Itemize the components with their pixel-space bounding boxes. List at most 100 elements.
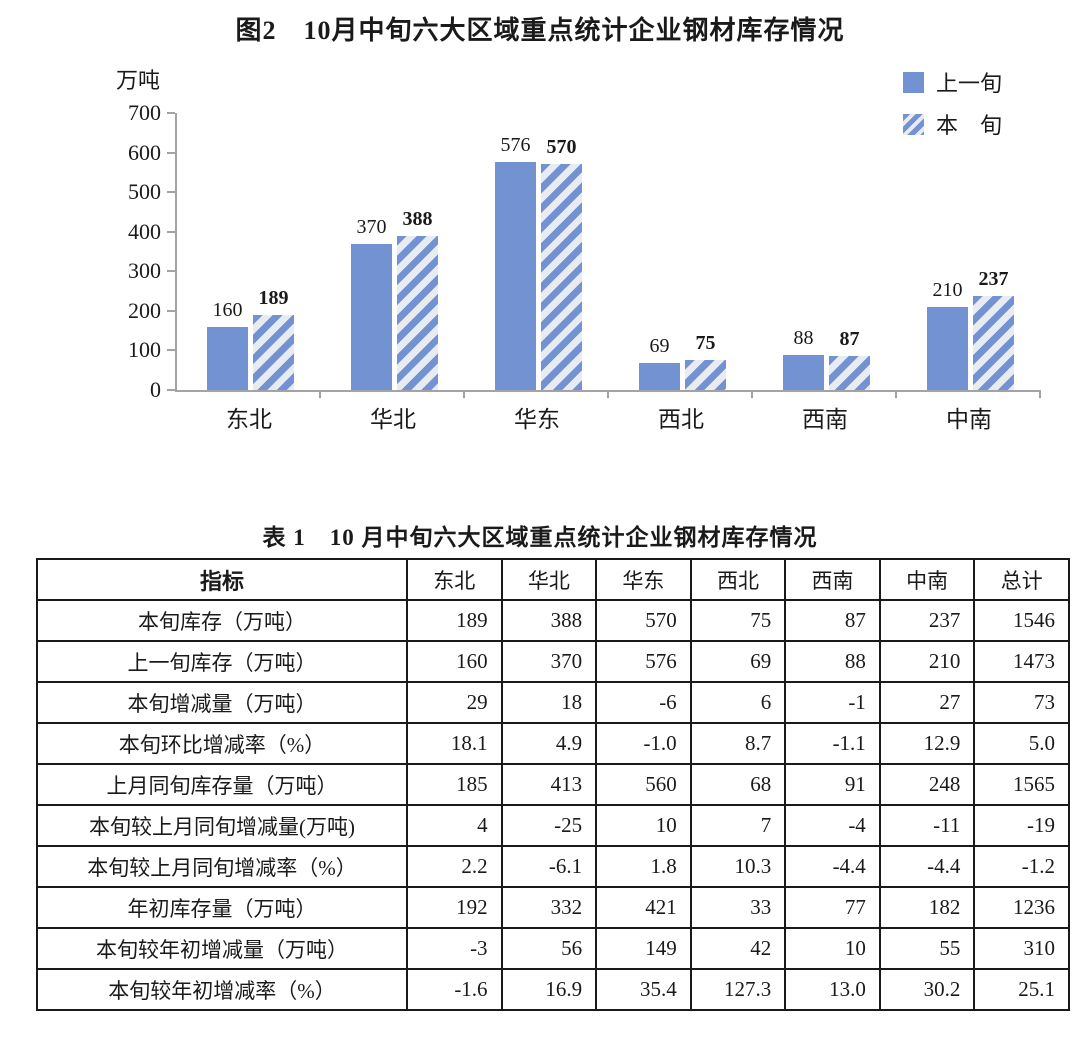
table-row: 本旬较上月同旬增减率（%） 2.2 -6.1 1.8 10.3 -4.4 -4.4 -1.2	[36, 845, 1070, 888]
value-cell: 91	[784, 763, 881, 806]
bar-solid-中南	[927, 307, 968, 390]
value-cell: 7	[689, 804, 787, 847]
bar-hatched-东北	[253, 315, 294, 390]
value-cell: -1.6	[406, 968, 503, 1011]
value-cell: 1546	[973, 599, 1070, 642]
value-cell: -1.2	[973, 845, 1070, 888]
bar-value-label: 576	[500, 134, 531, 156]
value-cell: 77	[784, 886, 881, 929]
value-cell: 56	[500, 927, 598, 970]
bar-value-label: 75	[695, 332, 716, 354]
value-cell: 185	[406, 763, 503, 806]
value-cell: 576	[595, 640, 692, 683]
table-body: 本旬库存（万吨） 189 388 570 75 87 237 1546 上一旬库存（万吨） 160…	[36, 599, 1070, 1011]
value-cell: 237	[878, 599, 976, 642]
value-cell: 10	[595, 804, 692, 847]
y-tick-mark	[167, 112, 175, 114]
value-cell: 421	[595, 886, 692, 929]
column-header-华东: 华东	[595, 558, 692, 601]
column-header-指标: 指标	[36, 558, 408, 601]
legend-swatch-hatched	[903, 113, 924, 135]
value-cell: 189	[406, 599, 503, 642]
bar-group-西南: 88 87 西南	[753, 113, 897, 432]
value-cell: -3	[406, 927, 503, 970]
bar-value-label: 237	[978, 268, 1009, 290]
column-header-总计: 总计	[973, 558, 1070, 601]
table-row: 本旬较年初增减率（%） -1.6 16.9 35.4 127.3 13.0 30.2 25.1	[36, 968, 1070, 1011]
value-cell: 1565	[973, 763, 1070, 806]
value-cell: 182	[878, 886, 976, 929]
table-row: 本旬增减量（万吨） 29 18 -6 6 -1 27 73	[36, 681, 1070, 724]
row-label-cell: 本旬较上月同旬增减量(万吨)	[36, 804, 408, 847]
value-cell: -1	[784, 681, 881, 724]
value-cell: -6	[595, 681, 692, 724]
y-tick-mark	[167, 349, 175, 352]
bar-value-label: 88	[793, 327, 814, 349]
bar-solid-华北	[351, 244, 392, 390]
value-cell: 1473	[973, 640, 1070, 683]
row-label-cell: 本旬较年初增减量（万吨）	[36, 927, 408, 970]
value-cell: 4.9	[500, 722, 598, 765]
y-tick-label: 100	[128, 337, 161, 363]
value-cell: 55	[878, 927, 976, 970]
value-cell: 370	[500, 640, 598, 683]
value-cell: 27	[878, 681, 976, 724]
table-row: 本旬环比增减率（%） 18.1 4.9 -1.0 8.7 -1.1 12.9 5.0	[36, 722, 1070, 765]
y-tick-label: 500	[128, 179, 161, 205]
column-header-东北: 东北	[406, 558, 503, 601]
value-cell: 10	[784, 927, 881, 970]
column-header-西南: 西南	[784, 558, 881, 601]
value-cell: 69	[689, 640, 787, 683]
value-cell: 18	[500, 681, 598, 724]
value-cell: 8.7	[689, 722, 787, 765]
legend-label-current-period: 本 旬	[936, 113, 1003, 138]
value-cell: 1.8	[595, 845, 692, 888]
legend-item-current-period: 本 旬	[903, 111, 1003, 138]
value-cell: 75	[689, 599, 787, 642]
row-label-cell: 年初库存量（万吨）	[36, 886, 408, 929]
column-header-中南: 中南	[878, 558, 976, 601]
bar-group-西北: 69 75 西北	[609, 113, 753, 432]
legend-swatch-solid	[903, 71, 924, 93]
value-cell: 248	[878, 763, 976, 806]
table-row: 上一旬库存（万吨） 160 370 576 69 88 210 1473	[36, 640, 1070, 683]
bar-value-label: 370	[356, 216, 387, 238]
x-tick-mark	[463, 390, 465, 398]
bar-value-label: 69	[649, 335, 670, 357]
y-axis-unit-label: 万吨	[116, 68, 161, 93]
value-cell: 210	[878, 640, 976, 683]
value-cell: 16.9	[500, 968, 598, 1011]
y-tick-label: 600	[128, 139, 161, 165]
inventory-table: 指标 东北 华北 华东 西北 西南 中南 总计 本旬库存（万吨） 189 388 570 75 87 23…	[36, 558, 1070, 1011]
value-cell: 310	[973, 927, 1070, 970]
bar-solid-华东	[495, 162, 536, 390]
figure-title: 图2 10月中旬六大区域重点统计企业钢材库存情况	[235, 16, 845, 45]
y-tick-mark	[167, 230, 175, 233]
table-title: 表 1 10 月中旬六大区域重点统计企业钢材库存情况	[262, 525, 818, 550]
plot-area: 0 100 200 300 400 500 600 700 160 189 东北 370 388 华北 57…	[128, 100, 1041, 432]
y-tick-label: 700	[128, 100, 161, 125]
x-tick-mark	[1039, 390, 1041, 398]
bar-group-中南: 210 237 中南	[897, 113, 1041, 432]
bar-group-华东: 576 570 华东	[465, 113, 609, 432]
value-cell: 388	[500, 599, 598, 642]
table-header-row: 指标 东北 华北 华东 西北 西南 中南 总计	[36, 558, 1070, 601]
x-tick-mark	[607, 390, 609, 398]
y-tick-mark	[167, 191, 175, 194]
y-tick-mark	[167, 151, 175, 154]
value-cell: 33	[689, 886, 787, 929]
category-label-西北: 西北	[658, 407, 704, 432]
table-row: 本旬较年初增减量（万吨） -3 56 149 42 10 55 310	[36, 927, 1070, 970]
bar-value-label: 570	[546, 136, 577, 158]
value-cell: 73	[973, 681, 1070, 724]
value-cell: 4	[406, 804, 503, 847]
row-label-cell: 本旬增减量（万吨）	[36, 681, 408, 724]
value-cell: -4.4	[878, 845, 976, 888]
value-cell: 160	[406, 640, 503, 683]
value-cell: 18.1	[406, 722, 503, 765]
value-cell: -25	[500, 804, 598, 847]
value-cell: 25.1	[973, 968, 1070, 1011]
y-tick-label: 0	[150, 377, 161, 402]
column-header-华北: 华北	[500, 558, 598, 601]
